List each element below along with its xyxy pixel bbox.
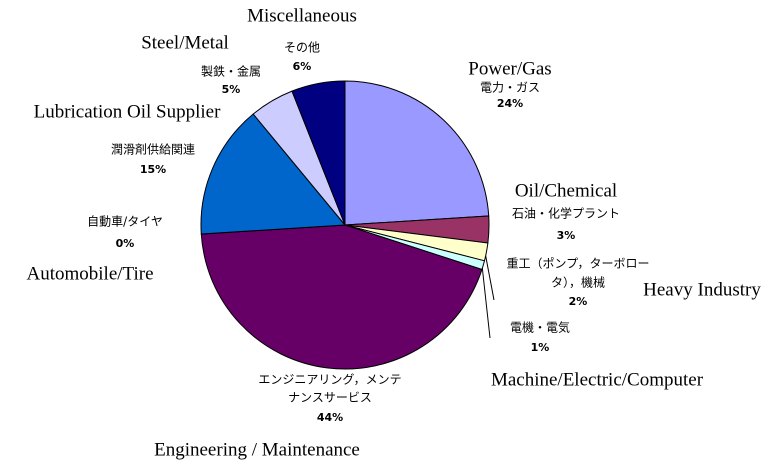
jp-label: ナンスサービス <box>288 391 372 405</box>
jp-label: 潤滑剤供給関連 <box>111 142 195 157</box>
category-label: Miscellaneous <box>247 5 357 26</box>
pie-slice <box>200 113 347 235</box>
pie-slice <box>344 80 490 226</box>
jp-label: その他 <box>284 41 320 55</box>
category-label: Steel/Metal <box>141 32 229 53</box>
pie-slice <box>291 80 346 226</box>
jp-label: 自動車/タイヤ <box>87 215 163 229</box>
jp-label: 重工（ポンプ，ターボロー <box>506 257 649 271</box>
leader-line <box>480 255 491 339</box>
category-label: Engineering / Maintenance <box>154 439 360 460</box>
category-label: Machine/Electric/Computer <box>491 369 704 390</box>
jp-label: 電機・電気 <box>510 320 570 335</box>
jp-label: 石油・化学プラント <box>512 206 620 221</box>
value-label: 0% <box>116 237 135 250</box>
category-label: Automobile/Tire <box>26 263 153 284</box>
jp-label: 電力・ガス <box>480 81 540 95</box>
value-label: 1% <box>531 341 550 354</box>
category-label: Power/Gas <box>468 58 551 79</box>
category-label: Lubrication Oil Supplier <box>34 101 221 122</box>
category-label: Oil/Chemical <box>515 180 617 201</box>
value-label: 3% <box>557 229 576 242</box>
value-label: 2% <box>569 295 588 308</box>
value-label: 5% <box>222 83 241 96</box>
jp-label: タ），機械 <box>551 275 605 290</box>
jp-label: エンジニアリング，メンテ <box>258 373 401 387</box>
value-label: 6% <box>293 60 312 73</box>
jp-label: 製鉄・金属 <box>201 64 261 79</box>
value-label: 44% <box>317 411 343 424</box>
pie-slice <box>200 224 483 370</box>
category-label: Heavy Industry <box>643 279 761 300</box>
value-label: 24% <box>497 97 523 110</box>
value-label: 15% <box>140 163 166 176</box>
